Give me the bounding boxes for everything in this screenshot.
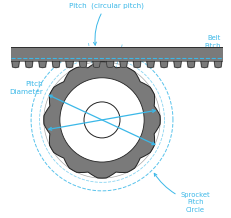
Polygon shape xyxy=(120,61,127,68)
Text: Outside
Diameter: Outside Diameter xyxy=(94,100,128,114)
Polygon shape xyxy=(44,62,160,178)
Polygon shape xyxy=(52,61,60,68)
Circle shape xyxy=(84,102,120,138)
Circle shape xyxy=(60,78,144,162)
Polygon shape xyxy=(12,61,19,68)
Polygon shape xyxy=(66,61,73,68)
Polygon shape xyxy=(133,61,141,68)
Polygon shape xyxy=(201,61,208,68)
Text: Pitch  (circular pitch): Pitch (circular pitch) xyxy=(69,2,144,45)
Polygon shape xyxy=(79,61,87,68)
Polygon shape xyxy=(160,61,168,68)
Polygon shape xyxy=(187,61,195,68)
Polygon shape xyxy=(147,61,154,68)
Polygon shape xyxy=(174,61,181,68)
Text: Sprocket
Pitch
Circle: Sprocket Pitch Circle xyxy=(154,173,210,213)
Polygon shape xyxy=(214,61,222,68)
Polygon shape xyxy=(39,61,46,68)
Polygon shape xyxy=(93,61,100,68)
Text: Belt
Pitch
Line: Belt Pitch Line xyxy=(204,35,221,56)
Polygon shape xyxy=(9,47,225,61)
Polygon shape xyxy=(106,61,114,68)
Text: Pitch
Diameter: Pitch Diameter xyxy=(9,82,43,95)
Polygon shape xyxy=(25,61,33,68)
